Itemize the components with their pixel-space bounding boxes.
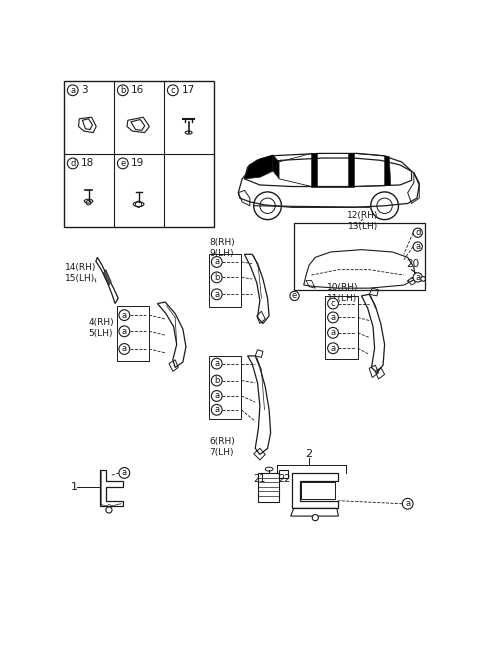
Circle shape xyxy=(118,85,128,96)
Circle shape xyxy=(413,228,422,237)
Text: 16: 16 xyxy=(131,85,144,95)
Text: 17: 17 xyxy=(181,85,194,95)
Circle shape xyxy=(168,85,178,96)
Circle shape xyxy=(328,312,338,323)
Bar xyxy=(258,473,279,502)
Text: 19: 19 xyxy=(131,158,144,169)
Circle shape xyxy=(119,326,130,337)
Bar xyxy=(63,81,214,228)
Text: 3: 3 xyxy=(81,85,88,95)
Circle shape xyxy=(211,289,222,300)
Circle shape xyxy=(211,256,222,268)
Text: 8(RH)
9(LH): 8(RH) 9(LH) xyxy=(209,238,235,258)
Circle shape xyxy=(290,291,299,300)
Text: 1: 1 xyxy=(71,482,77,492)
Circle shape xyxy=(211,375,222,386)
Bar xyxy=(294,222,425,291)
Text: a: a xyxy=(122,344,127,354)
Text: e: e xyxy=(120,159,125,168)
Circle shape xyxy=(328,327,338,338)
Text: 10(RH)
11(LH): 10(RH) 11(LH) xyxy=(327,283,359,303)
Polygon shape xyxy=(384,155,391,186)
Text: a: a xyxy=(405,499,410,508)
Circle shape xyxy=(106,507,112,513)
Circle shape xyxy=(413,273,422,282)
Text: 18: 18 xyxy=(81,158,95,169)
Text: a: a xyxy=(70,86,75,94)
Text: e: e xyxy=(292,291,297,300)
Circle shape xyxy=(402,499,413,509)
Polygon shape xyxy=(244,155,273,179)
Text: a: a xyxy=(214,405,219,415)
Circle shape xyxy=(119,344,130,354)
Text: 20: 20 xyxy=(406,258,420,268)
Bar xyxy=(301,482,336,499)
Text: c: c xyxy=(331,299,336,308)
Circle shape xyxy=(67,158,78,169)
Text: b: b xyxy=(120,86,125,94)
Text: d: d xyxy=(70,159,75,168)
Bar xyxy=(209,255,241,306)
Circle shape xyxy=(211,405,222,415)
Text: b: b xyxy=(214,376,219,385)
Circle shape xyxy=(211,390,222,401)
Bar xyxy=(325,296,358,359)
Bar xyxy=(117,306,149,361)
Text: a: a xyxy=(122,468,127,478)
Text: a: a xyxy=(214,359,219,368)
Text: a: a xyxy=(214,290,219,299)
Circle shape xyxy=(328,343,338,354)
Text: a: a xyxy=(214,257,219,266)
Text: b: b xyxy=(214,273,219,282)
Circle shape xyxy=(211,272,222,283)
Circle shape xyxy=(119,468,130,478)
Text: a: a xyxy=(122,327,127,336)
Text: a: a xyxy=(122,310,127,319)
Circle shape xyxy=(413,242,422,251)
Text: a: a xyxy=(330,344,336,353)
Text: 14(RH)
15(LH): 14(RH) 15(LH) xyxy=(65,262,96,283)
Text: a: a xyxy=(214,392,219,400)
Text: 22: 22 xyxy=(278,474,291,484)
Circle shape xyxy=(312,514,318,521)
Text: a: a xyxy=(330,313,336,322)
Text: a: a xyxy=(330,328,336,337)
Circle shape xyxy=(421,277,425,281)
Bar xyxy=(209,356,241,419)
Polygon shape xyxy=(348,154,354,186)
Text: a: a xyxy=(415,273,420,282)
Text: 2: 2 xyxy=(306,449,312,459)
Circle shape xyxy=(119,310,130,321)
Polygon shape xyxy=(273,155,279,179)
Circle shape xyxy=(118,158,128,169)
Circle shape xyxy=(211,358,222,369)
Circle shape xyxy=(328,298,338,309)
Text: a: a xyxy=(415,242,420,251)
Circle shape xyxy=(67,85,78,96)
Text: d: d xyxy=(415,228,420,237)
Text: 4(RH)
5(LH): 4(RH) 5(LH) xyxy=(88,318,114,338)
Text: c: c xyxy=(170,86,175,94)
Text: 21: 21 xyxy=(253,474,266,484)
Polygon shape xyxy=(104,270,111,285)
Text: 6(RH)
7(LH): 6(RH) 7(LH) xyxy=(209,437,235,457)
Polygon shape xyxy=(312,154,317,186)
Text: 12(RH)
13(LH): 12(RH) 13(LH) xyxy=(348,211,379,230)
